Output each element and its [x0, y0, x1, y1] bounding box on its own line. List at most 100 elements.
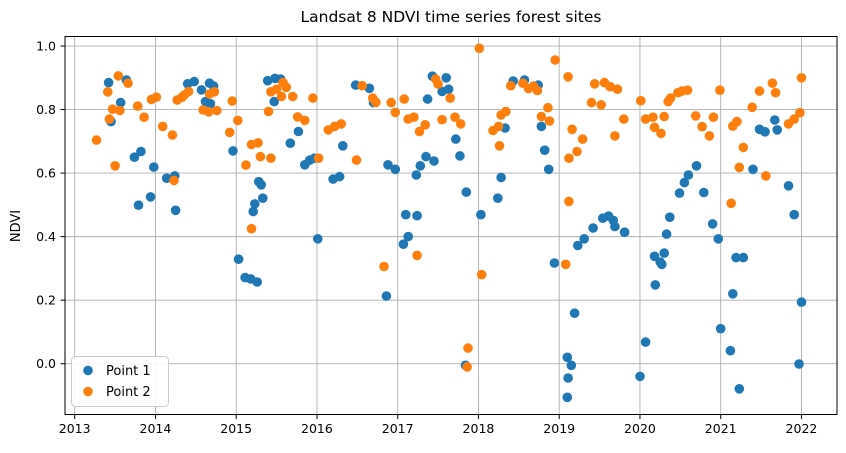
data-point	[665, 93, 676, 103]
data-point	[228, 146, 238, 156]
y-tick-label: 0.8	[36, 102, 56, 117]
data-point	[263, 106, 274, 117]
data-point	[292, 112, 303, 122]
scatter-points	[91, 43, 807, 403]
data-point	[563, 72, 573, 82]
data-point	[398, 239, 409, 249]
data-point	[640, 337, 651, 347]
y-tick-label: 0.2	[36, 293, 56, 308]
data-point	[115, 97, 126, 108]
data-point	[496, 172, 506, 183]
data-point	[569, 308, 580, 319]
data-point	[103, 87, 113, 97]
data-point	[262, 75, 273, 86]
chart-title: Landsat 8 NDVI time series forest sites	[301, 8, 602, 26]
data-point	[732, 116, 742, 127]
data-point	[589, 79, 600, 89]
data-point	[269, 96, 280, 107]
data-point	[313, 153, 324, 163]
x-tick-label: 2017	[382, 421, 414, 436]
data-point	[241, 160, 251, 170]
data-point	[789, 114, 799, 124]
data-point	[212, 105, 222, 116]
data-point	[754, 86, 765, 96]
data-point	[549, 258, 560, 268]
data-point	[657, 259, 667, 270]
data-point	[795, 107, 805, 118]
data-point	[588, 223, 598, 233]
data-point	[157, 121, 168, 132]
data-point	[409, 112, 419, 122]
data-point	[403, 231, 414, 242]
data-point	[707, 219, 718, 229]
data-point	[357, 80, 368, 91]
y-tick-label: 0.4	[36, 229, 56, 244]
data-point	[683, 170, 694, 180]
data-point	[734, 384, 745, 394]
data-point	[336, 119, 347, 129]
x-tick-label: 2016	[301, 421, 333, 436]
data-point	[543, 102, 553, 113]
data-point	[338, 141, 348, 151]
data-point	[151, 92, 162, 102]
data-point	[351, 155, 362, 165]
x-tick-label: 2014	[140, 421, 172, 436]
data-point	[761, 171, 771, 181]
data-point	[145, 192, 156, 202]
series-1	[103, 71, 807, 403]
legend-marker-1	[83, 365, 93, 376]
y-tick-label: 0.6	[36, 166, 56, 181]
data-point	[139, 112, 149, 122]
data-point	[364, 83, 375, 94]
data-point	[381, 291, 392, 301]
data-point	[462, 362, 473, 372]
data-point	[649, 122, 660, 133]
data-point	[725, 345, 736, 356]
data-point	[414, 126, 425, 137]
data-point	[421, 151, 431, 162]
data-point	[726, 198, 736, 209]
data-point	[536, 121, 547, 132]
data-point	[679, 177, 690, 188]
legend-label: Point 2	[106, 385, 151, 400]
data-point	[493, 193, 503, 203]
x-tick-label: 2013	[59, 421, 91, 436]
data-point	[610, 131, 620, 141]
data-point	[539, 145, 550, 155]
data-point	[443, 84, 454, 94]
data-point	[544, 116, 555, 126]
data-point	[506, 80, 516, 91]
data-point	[386, 97, 397, 108]
data-point	[313, 234, 323, 244]
data-point	[113, 71, 124, 81]
data-point	[205, 99, 216, 109]
data-point	[715, 323, 726, 334]
data-point	[767, 78, 778, 88]
data-point	[233, 254, 244, 264]
data-point	[110, 161, 120, 171]
data-point	[731, 252, 741, 263]
data-point	[227, 96, 237, 106]
data-point	[579, 234, 589, 244]
data-point	[107, 104, 118, 114]
data-point	[494, 141, 505, 151]
data-point	[455, 119, 466, 129]
data-point	[189, 76, 199, 87]
data-point	[104, 114, 115, 124]
data-point	[203, 107, 214, 117]
data-point	[796, 73, 807, 83]
y-axis-label: NDVI	[9, 210, 24, 242]
data-point	[573, 240, 583, 251]
data-point	[789, 209, 799, 220]
data-point	[619, 227, 630, 237]
axis-ticks	[60, 45, 802, 419]
data-point	[564, 196, 574, 207]
data-point	[371, 97, 381, 108]
data-point	[433, 79, 443, 89]
data-point	[640, 114, 651, 124]
data-point	[91, 135, 102, 145]
data-point	[161, 173, 172, 183]
grid-lines	[65, 36, 837, 415]
data-point	[728, 289, 738, 299]
